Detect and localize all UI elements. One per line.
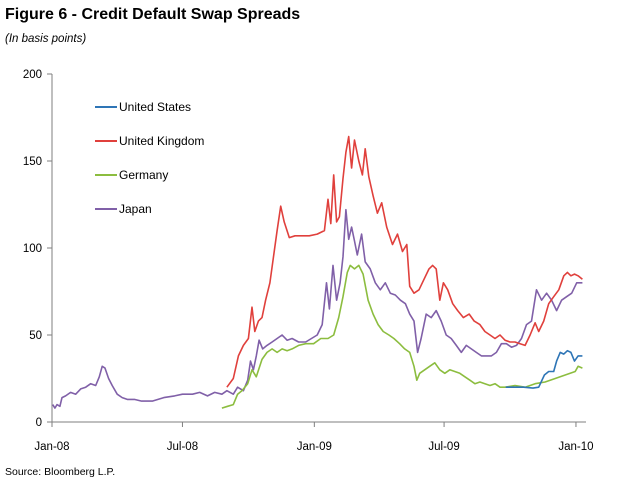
source-note: Source: Bloomberg L.P.: [5, 466, 116, 478]
legend-label-japan: Japan: [119, 202, 152, 216]
x-tick-label: Jan-10: [558, 441, 593, 453]
x-tick-label: Jan-09: [297, 441, 332, 453]
x-tick-label: Jul-08: [167, 441, 198, 453]
y-tick-label: 200: [23, 69, 42, 81]
y-tick-label: 100: [23, 243, 42, 255]
series-line-germany: [221, 264, 583, 409]
y-tick-label: 150: [23, 156, 42, 168]
series-line-united-kingdom: [226, 135, 583, 388]
legend-label-germany: Germany: [119, 168, 168, 182]
chart-title: Figure 6 - Credit Default Swap Spreads: [5, 6, 301, 23]
series-line-japan: [52, 208, 583, 409]
legend-label-united-states: United States: [119, 100, 191, 114]
y-tick-label: 0: [36, 417, 42, 429]
chart-subtitle: (In basis points): [5, 33, 87, 45]
legend-label-united-kingdom: United Kingdom: [119, 134, 204, 148]
series-line-united-states: [505, 349, 583, 389]
x-tick-label: Jan-08: [34, 441, 69, 453]
y-tick-label: 50: [29, 330, 42, 342]
x-tick-label: Jul-09: [428, 441, 459, 453]
